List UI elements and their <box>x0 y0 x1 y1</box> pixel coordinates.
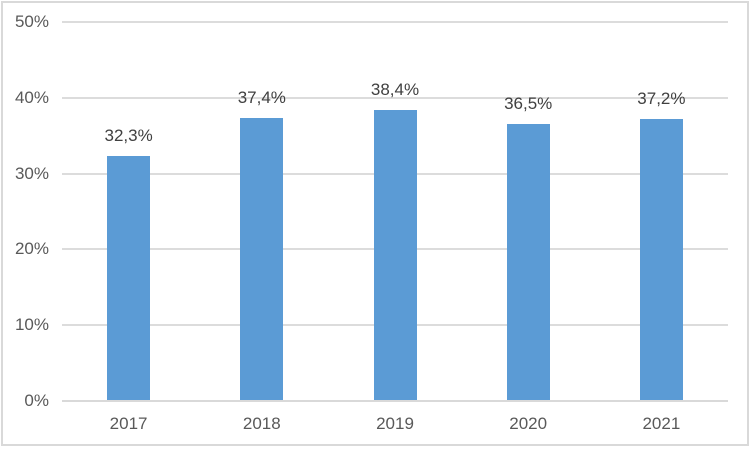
x-axis-label: 2019 <box>376 414 414 433</box>
y-axis-tick-label: 0% <box>24 391 49 410</box>
bar-2021 <box>639 119 683 401</box>
x-axis-label: 2020 <box>509 414 548 433</box>
data-label: 36,5% <box>504 94 553 114</box>
gridline <box>62 96 728 99</box>
gridline <box>62 21 728 23</box>
data-label: 32,3% <box>104 126 153 146</box>
x-axis-label: 2017 <box>109 414 148 433</box>
bar-2017 <box>107 156 151 401</box>
y-axis-tick-label: 20% <box>14 239 49 259</box>
x-axis-label: 2018 <box>242 414 281 433</box>
x-axis-label: 2021 <box>642 414 681 433</box>
x-axis-line <box>62 400 728 402</box>
y-axis-tick-label: 50% <box>14 12 49 31</box>
data-label: 38,4% <box>370 79 420 99</box>
y-axis-tick-label: 30% <box>14 163 49 183</box>
data-label: 37,4% <box>237 87 286 107</box>
data-label: 37,2% <box>637 89 686 109</box>
bar-2019 <box>373 109 417 401</box>
y-axis-tick-label: 40% <box>14 87 49 107</box>
bar-2018 <box>240 117 284 401</box>
bar-2020 <box>506 124 550 401</box>
y-axis-tick-label: 10% <box>14 315 49 335</box>
